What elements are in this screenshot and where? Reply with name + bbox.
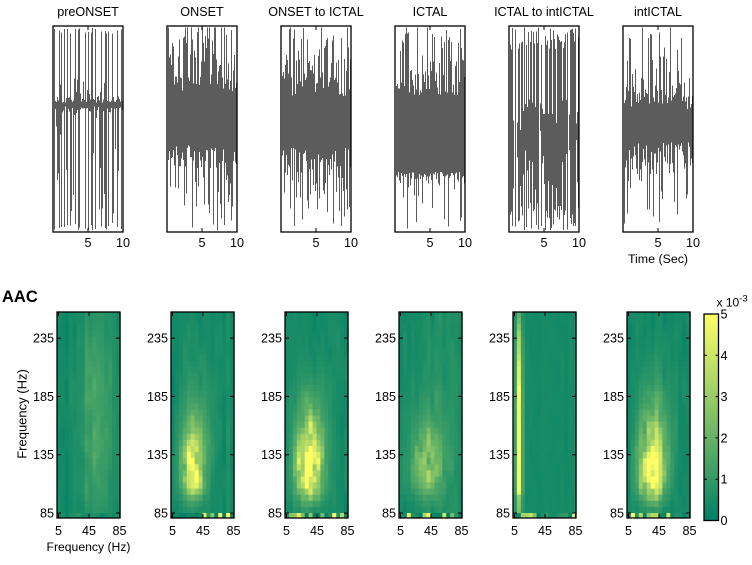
svg-text:45: 45 <box>424 524 438 538</box>
svg-text:85: 85 <box>226 524 240 538</box>
svg-text:10: 10 <box>686 236 700 250</box>
svg-text:10: 10 <box>344 236 358 250</box>
svg-text:45: 45 <box>82 524 96 538</box>
svg-text:5: 5 <box>169 524 176 538</box>
svg-text:ICTAL to intICTAL: ICTAL to intICTAL <box>494 5 594 19</box>
svg-text:135: 135 <box>33 448 54 462</box>
svg-text:5: 5 <box>55 524 62 538</box>
svg-text:135: 135 <box>375 448 396 462</box>
svg-text:2: 2 <box>721 431 728 445</box>
svg-text:135: 135 <box>261 448 282 462</box>
svg-text:85: 85 <box>682 524 696 538</box>
svg-text:5: 5 <box>426 236 433 250</box>
svg-text:5: 5 <box>283 524 290 538</box>
svg-text:85: 85 <box>610 507 624 521</box>
svg-text:235: 235 <box>147 332 168 346</box>
svg-text:185: 185 <box>603 390 624 404</box>
svg-text:85: 85 <box>454 524 468 538</box>
svg-text:85: 85 <box>340 524 354 538</box>
svg-text:3: 3 <box>721 390 728 404</box>
svg-text:Frequency (Hz): Frequency (Hz) <box>15 369 30 459</box>
svg-text:235: 235 <box>489 332 510 346</box>
svg-text:45: 45 <box>538 524 552 538</box>
svg-text:185: 185 <box>375 390 396 404</box>
svg-text:ONSET: ONSET <box>180 5 224 19</box>
svg-text:185: 185 <box>261 390 282 404</box>
svg-text:0: 0 <box>721 514 728 528</box>
svg-text:Time (Sec): Time (Sec) <box>628 252 688 266</box>
svg-text:5: 5 <box>312 236 319 250</box>
svg-text:Frequency (Hz): Frequency (Hz) <box>47 540 131 554</box>
svg-text:5: 5 <box>511 524 518 538</box>
svg-text:45: 45 <box>196 524 210 538</box>
svg-text:85: 85 <box>496 507 510 521</box>
svg-text:5: 5 <box>654 236 661 250</box>
svg-text:85: 85 <box>154 507 168 521</box>
svg-text:5: 5 <box>198 236 205 250</box>
svg-text:85: 85 <box>382 507 396 521</box>
svg-text:235: 235 <box>261 332 282 346</box>
svg-text:45: 45 <box>310 524 324 538</box>
svg-text:5: 5 <box>625 524 632 538</box>
svg-text:AAC: AAC <box>2 288 38 306</box>
svg-text:235: 235 <box>33 332 54 346</box>
svg-text:5: 5 <box>721 308 728 322</box>
svg-text:intICTAL: intICTAL <box>634 5 682 19</box>
svg-text:ONSET to ICTAL: ONSET to ICTAL <box>268 5 363 19</box>
svg-text:5: 5 <box>397 524 404 538</box>
svg-text:ICTAL: ICTAL <box>413 5 448 19</box>
svg-text:85: 85 <box>568 524 582 538</box>
svg-text:10: 10 <box>458 236 472 250</box>
svg-text:10: 10 <box>116 236 130 250</box>
svg-text:1: 1 <box>721 473 728 487</box>
svg-text:135: 135 <box>603 448 624 462</box>
svg-text:5: 5 <box>540 236 547 250</box>
svg-text:45: 45 <box>652 524 666 538</box>
svg-text:185: 185 <box>489 390 510 404</box>
svg-text:85: 85 <box>268 507 282 521</box>
svg-text:5: 5 <box>84 236 91 250</box>
svg-text:185: 185 <box>147 390 168 404</box>
svg-text:10: 10 <box>230 236 244 250</box>
svg-text:135: 135 <box>489 448 510 462</box>
svg-text:10: 10 <box>572 236 586 250</box>
svg-text:235: 235 <box>603 332 624 346</box>
svg-text:4: 4 <box>721 349 728 363</box>
svg-text:preONSET: preONSET <box>57 5 119 19</box>
svg-text:85: 85 <box>112 524 126 538</box>
svg-text:235: 235 <box>375 332 396 346</box>
svg-text:85: 85 <box>40 507 54 521</box>
svg-text:135: 135 <box>147 448 168 462</box>
svg-text:185: 185 <box>33 390 54 404</box>
